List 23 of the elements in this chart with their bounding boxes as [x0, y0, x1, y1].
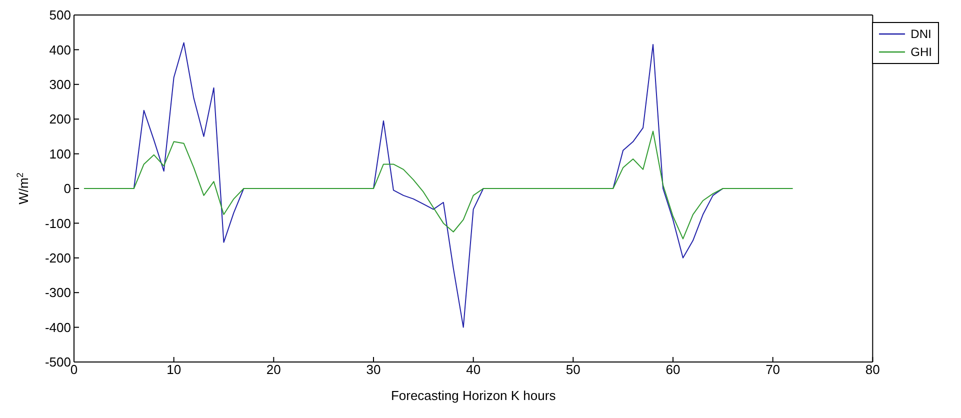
x-tick-label: 30 [366, 362, 381, 378]
y-tick-label: 300 [49, 77, 71, 92]
y-tick-label: -100 [44, 216, 71, 231]
x-tick-label: 70 [766, 362, 780, 378]
x-tick-label: 40 [466, 362, 481, 378]
line-series [83, 130, 794, 240]
legend-label: GHI [910, 44, 932, 61]
y-tick-label: -300 [44, 285, 71, 300]
y-tick-label: 0 [64, 181, 71, 196]
x-tick-label: 10 [166, 362, 182, 378]
y-tick-label: -200 [44, 250, 71, 266]
x-tick-label: 80 [865, 362, 880, 378]
y-tick-label: 400 [49, 42, 71, 58]
y-tick-label: 100 [49, 146, 71, 162]
y-tick-label: -500 [44, 354, 71, 370]
y-tick-label: 200 [49, 112, 71, 127]
x-tick-label: 20 [266, 362, 281, 378]
legend-label: DNI [910, 26, 932, 43]
x-tick-label: 50 [566, 362, 580, 378]
y-tick-label: 500 [49, 8, 71, 23]
x-tick-label: 60 [666, 362, 680, 378]
x-axis-title: Forecasting Horizon K hours [390, 388, 556, 403]
y-tick-label: -400 [44, 320, 71, 335]
